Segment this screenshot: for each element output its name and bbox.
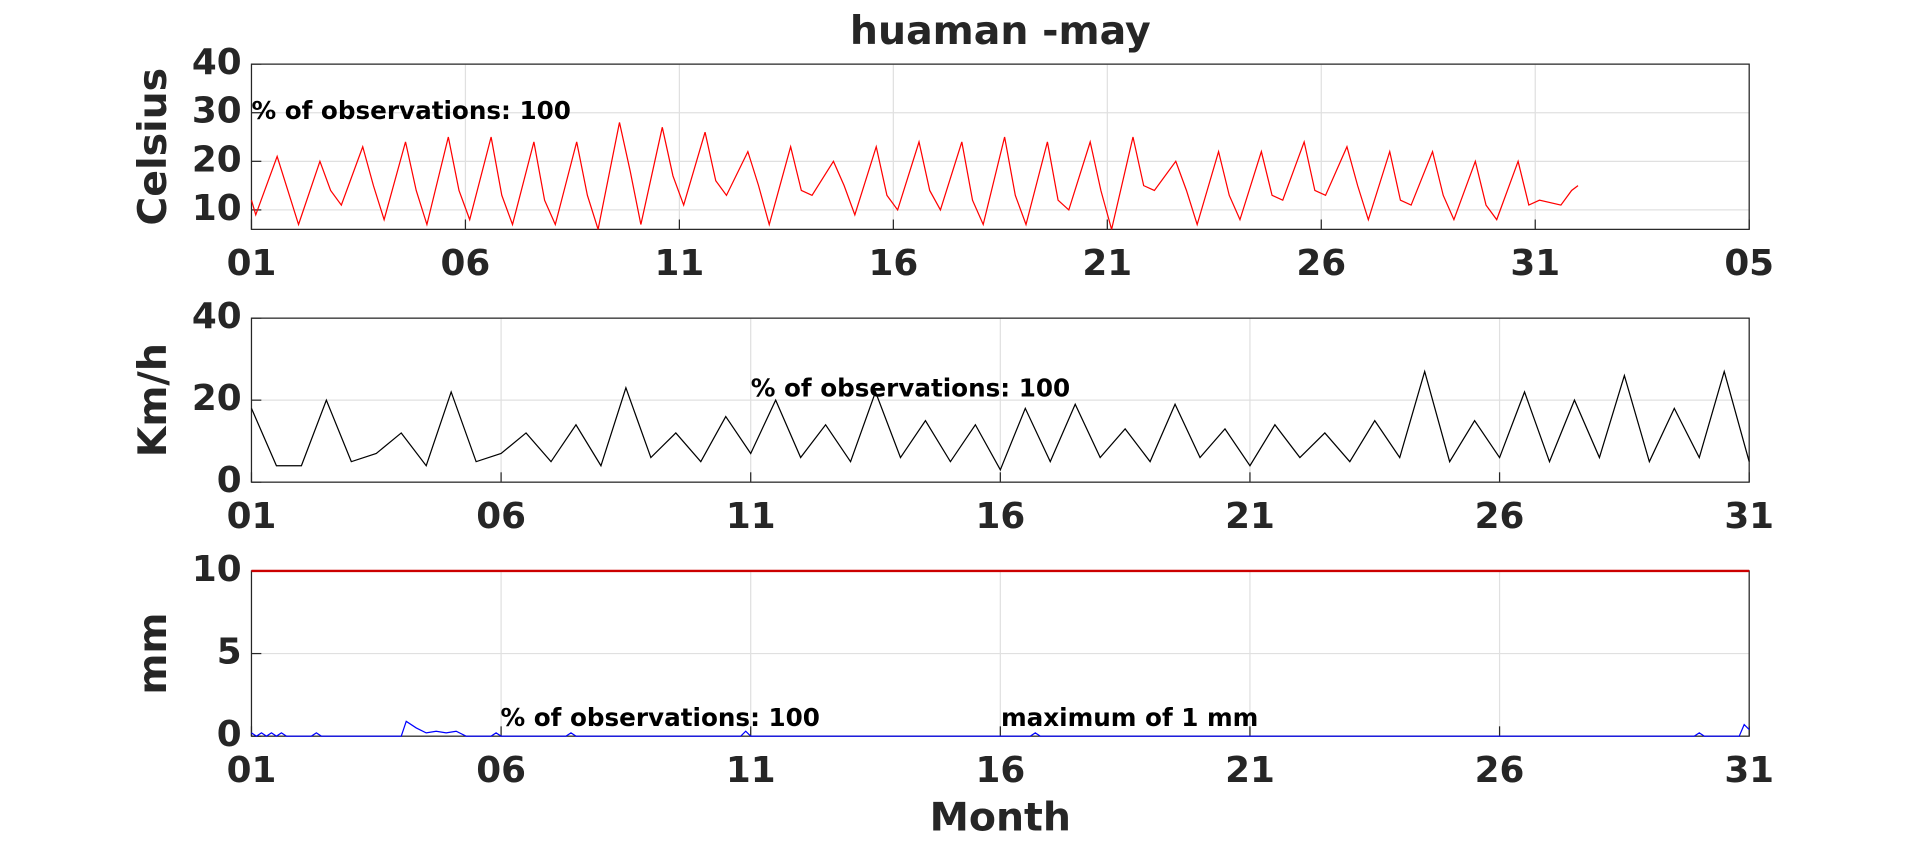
x-tick-label: 11 bbox=[726, 750, 776, 791]
x-tick-label: 16 bbox=[975, 496, 1025, 537]
annotation: % of observations: 100 bbox=[251, 96, 570, 125]
x-tick-label: 31 bbox=[1724, 496, 1774, 537]
x-axis-label: Month bbox=[930, 795, 1071, 841]
x-tick-label: 16 bbox=[975, 750, 1025, 791]
y-tick-label: 20 bbox=[192, 378, 242, 419]
x-tick-label: 05 bbox=[1724, 243, 1774, 284]
y-axis-label: Celsius bbox=[130, 68, 176, 226]
annotation: % of observations: 100 bbox=[500, 703, 819, 732]
x-tick-label: 26 bbox=[1475, 496, 1525, 537]
x-tick-label: 06 bbox=[441, 243, 491, 284]
data-line bbox=[251, 720, 1750, 737]
y-axis-label: Km/h bbox=[130, 343, 176, 457]
y-tick-label: 40 bbox=[192, 296, 242, 337]
y-tick-label: 30 bbox=[192, 91, 242, 132]
y-tick-label: 0 bbox=[217, 460, 242, 501]
y-axis-label: mm bbox=[130, 612, 176, 694]
x-tick-label: 31 bbox=[1510, 243, 1560, 284]
data-line bbox=[250, 369, 1750, 472]
data-line bbox=[250, 122, 1579, 230]
x-tick-label: 01 bbox=[227, 243, 277, 284]
plot-frame bbox=[250, 63, 1750, 230]
x-tick-label: 11 bbox=[726, 496, 776, 537]
annotation: % of observations: 100 bbox=[751, 374, 1070, 403]
x-tick-label: 21 bbox=[1225, 496, 1275, 537]
chart-title: huaman -may bbox=[850, 8, 1151, 54]
y-tick-label: 20 bbox=[192, 139, 242, 180]
y-tick-label: 40 bbox=[192, 42, 242, 83]
x-tick-label: 16 bbox=[868, 243, 918, 284]
x-tick-label: 06 bbox=[476, 750, 526, 791]
y-tick-label: 10 bbox=[192, 549, 242, 590]
x-tick-label: 06 bbox=[476, 496, 526, 537]
x-tick-label: 31 bbox=[1724, 750, 1774, 791]
x-tick-label: 01 bbox=[227, 496, 277, 537]
y-tick-label: 10 bbox=[192, 188, 242, 229]
y-tick-label: 5 bbox=[217, 632, 242, 673]
x-tick-label: 21 bbox=[1082, 243, 1132, 284]
x-tick-label: 01 bbox=[227, 750, 277, 791]
x-tick-label: 21 bbox=[1225, 750, 1275, 791]
y-tick-label: 0 bbox=[217, 714, 242, 755]
x-tick-label: 11 bbox=[655, 243, 705, 284]
x-tick-label: 26 bbox=[1475, 750, 1525, 791]
plot-area bbox=[251, 64, 1750, 230]
annotation: maximum of 1 mm bbox=[1001, 703, 1258, 732]
plot-frame bbox=[250, 317, 1750, 483]
x-tick-label: 26 bbox=[1296, 243, 1346, 284]
